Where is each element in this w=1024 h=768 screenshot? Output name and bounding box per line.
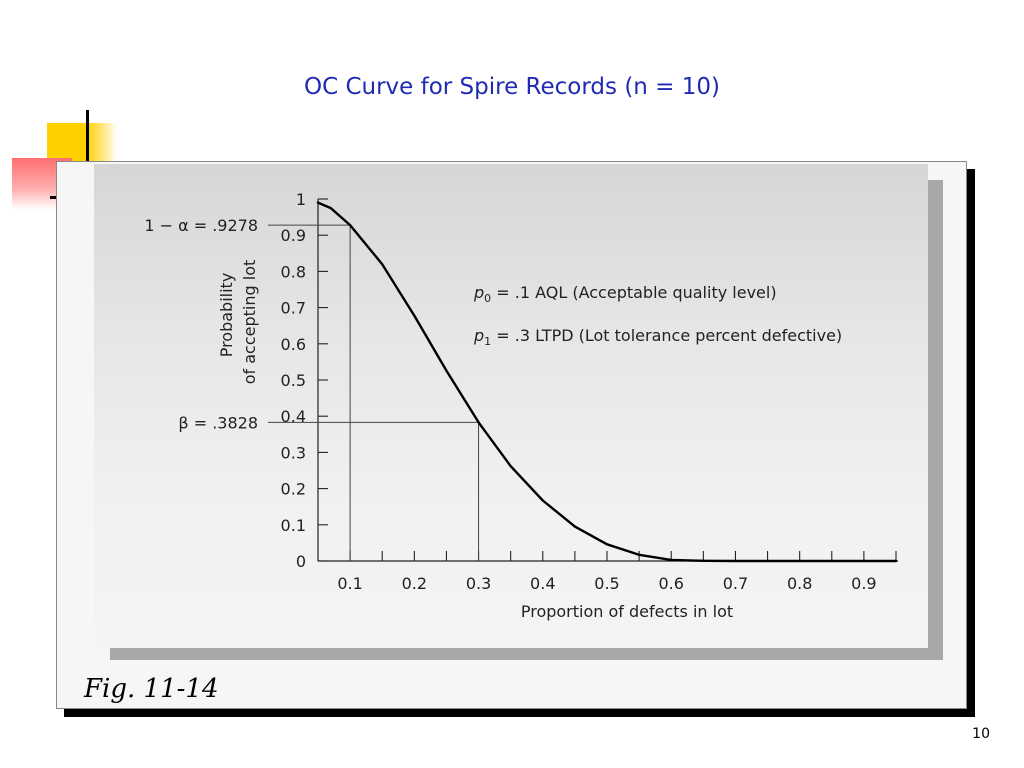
- y-tick-label: 0.8: [281, 262, 306, 281]
- x-tick-label: 0.2: [402, 574, 427, 593]
- x-tick-label: 0.4: [530, 574, 555, 593]
- axes: [317, 198, 898, 562]
- y-tick-label: 0.4: [281, 407, 306, 426]
- slide-title: OC Curve for Spire Records (n = 10): [303, 74, 721, 100]
- y-axis-label-line1: Probability: [217, 273, 236, 358]
- y-tick-label: 1: [296, 190, 306, 209]
- y-tick-label: 0.5: [281, 371, 306, 390]
- decor-yellow-square: [47, 123, 117, 163]
- x-tick-label: 0.9: [851, 574, 876, 593]
- reference-label: β = .3828: [178, 413, 258, 432]
- chart-text: 0 0.1 0.2 0.3 0.4 0.5 0.6 0.7 0.8 0.9 1 0.1 0.2 0.3 0.…: [144, 190, 876, 621]
- y-tick-label: 0.9: [281, 226, 306, 245]
- annotation-text: p0 = .1 AQL (Acceptable quality level): [473, 283, 777, 305]
- y-tick-label: 0.3: [281, 443, 306, 462]
- y-tick-label: 0.1: [281, 516, 306, 535]
- annotation-text: p1 = .3 LTPD (Lot tolerance percent defe…: [473, 326, 842, 348]
- figure-label: Fig. 11-14: [84, 674, 219, 704]
- chart-panel: [94, 164, 928, 648]
- x-axis-label: Proportion of defects in lot: [521, 602, 733, 621]
- x-tick-label: 0.6: [658, 574, 683, 593]
- y-axis-label-line2: of accepting lot: [240, 260, 259, 385]
- y-tick-label: 0: [296, 552, 306, 571]
- y-tick-label: 0.2: [281, 480, 306, 499]
- x-tick-label: 0.5: [594, 574, 619, 593]
- reference-lines: [268, 224, 480, 561]
- page-number: 10: [972, 726, 990, 742]
- decor-horizontal-line: [50, 196, 60, 199]
- x-tick-label: 0.8: [787, 574, 812, 593]
- decor-vertical-line: [86, 110, 89, 195]
- x-tick-label: 0.1: [337, 574, 362, 593]
- x-tick-label: 0.3: [466, 574, 491, 593]
- oc-curve-line: [316, 201, 898, 563]
- oc-curve: [316, 201, 898, 563]
- x-tick-label: 0.7: [723, 574, 748, 593]
- reference-label: 1 − α = .9278: [144, 216, 258, 235]
- y-tick-label: 0.7: [281, 299, 306, 318]
- y-tick-label: 0.6: [281, 335, 306, 354]
